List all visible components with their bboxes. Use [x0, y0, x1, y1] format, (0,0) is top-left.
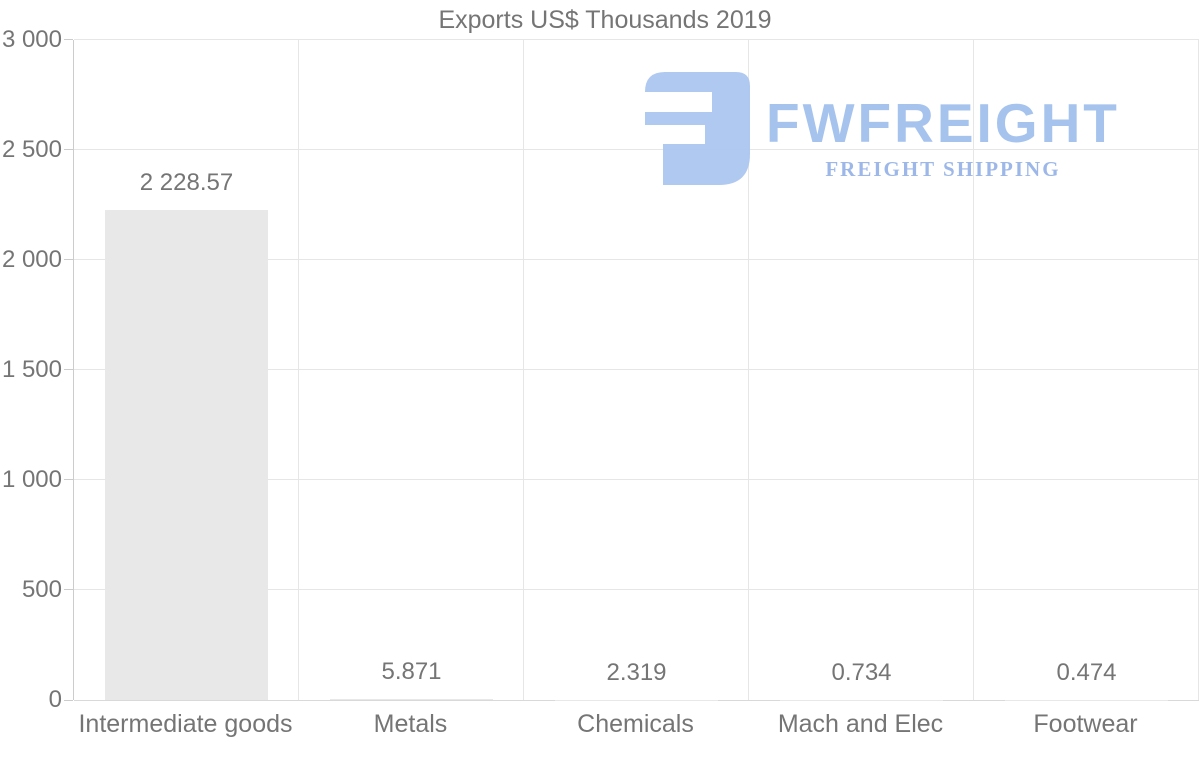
y-gridline-500	[74, 589, 1199, 590]
x-axis-label: Mach and Elec	[777, 710, 944, 738]
y-axis-tick	[64, 149, 73, 150]
x-axis-label: Intermediate goods	[78, 710, 293, 738]
x-axis-label: Metals	[373, 710, 448, 738]
watermark-subtitle: FREIGHT SHIPPING	[825, 157, 1061, 181]
bar-metals	[330, 698, 493, 700]
y-gridline-2500	[74, 149, 1199, 150]
bar-intermediate-goods	[105, 209, 268, 700]
bar-value-label: 2 228.57	[139, 168, 234, 196]
y-axis-tick-label: 1 000	[1, 466, 62, 493]
x-gridline	[748, 40, 749, 700]
chart-title: Exports US$ Thousands 2019	[438, 6, 772, 34]
y-axis-tick-label: 0	[48, 686, 62, 713]
y-gridline-3000	[74, 39, 1199, 40]
freight-logo-icon	[645, 72, 750, 185]
y-gridline-2000	[74, 259, 1199, 260]
y-gridline-1000	[74, 479, 1199, 480]
x-gridline	[523, 40, 524, 700]
x-gridline	[973, 40, 974, 700]
x-axis-label: Footwear	[1033, 710, 1138, 738]
y-axis-tick-label: 2 000	[1, 246, 62, 273]
y-axis-tick	[64, 479, 73, 480]
y-gridline-0	[74, 700, 1199, 701]
bar-value-label: 2.319	[606, 658, 667, 686]
bar-value-label: 0.474	[1056, 658, 1117, 686]
y-axis-tick-label: 1 500	[1, 356, 62, 383]
x-gridline	[1198, 40, 1199, 700]
y-gridline-1500	[74, 369, 1199, 370]
x-axis-label: Chemicals	[577, 710, 694, 738]
watermark-brand: FWFREIGHT	[766, 92, 1120, 154]
bar-value-label: 0.734	[831, 658, 892, 686]
y-axis-tick	[64, 369, 73, 370]
bar-value-label: 5.871	[381, 657, 442, 685]
y-axis-tick	[64, 700, 73, 701]
plot-area: 2 228.57 5.871 2.319 0.734 0.474	[73, 39, 1199, 701]
y-axis-tick-label: 500	[21, 576, 62, 603]
bar-chemicals	[555, 699, 718, 700]
y-axis-tick	[64, 259, 73, 260]
y-axis-tick	[64, 39, 73, 40]
y-axis-tick-label: 3 000	[1, 26, 62, 53]
y-axis-tick-label: 2 500	[1, 136, 62, 163]
x-gridline	[298, 40, 299, 700]
watermark: FWFREIGHT FREIGHT SHIPPING	[645, 72, 1120, 185]
watermark-text: FWFREIGHT FREIGHT SHIPPING	[766, 72, 1120, 182]
y-axis-tick	[64, 589, 73, 590]
